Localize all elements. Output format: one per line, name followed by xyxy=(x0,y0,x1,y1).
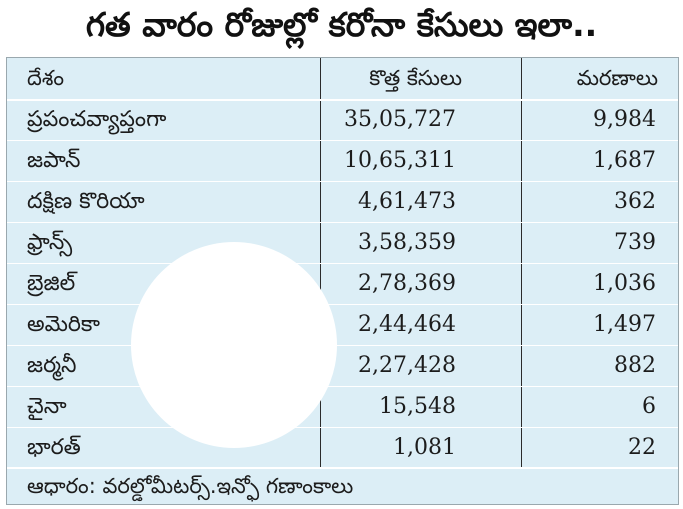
new-cases-cell: 15,548 xyxy=(379,394,456,419)
deaths-cell: 882 xyxy=(614,353,656,378)
deaths-cell: 22 xyxy=(628,435,656,460)
new-cases-cell: 4,61,473 xyxy=(358,189,456,214)
column-separator xyxy=(521,58,522,467)
cases-table: దేశం కొత్త కేసులు మరణాలు ప్రపంచవ్యాప్తంగ… xyxy=(6,57,679,505)
header-deaths: మరణాలు xyxy=(576,66,658,90)
country-cell: జపాన్ xyxy=(27,148,81,173)
new-cases-cell: 2,44,464 xyxy=(358,312,456,337)
country-cell: జర్మనీ xyxy=(27,353,77,378)
deaths-cell: 1,497 xyxy=(593,312,656,337)
country-cell: ప్రపంచవ్యాప్తంగా xyxy=(27,107,167,132)
source-note: ఆధారం: వరల్డోమీటర్స్.ఇన్ఫో గణాంకాలు xyxy=(27,474,354,498)
header-new-cases: కొత్త కేసులు xyxy=(369,66,462,90)
country-cell: బ్రెజిల్ xyxy=(27,271,76,296)
country-cell: ఫ్రాన్స్ xyxy=(27,230,73,255)
deaths-cell: 9,984 xyxy=(593,107,656,132)
page-title: గత వారం రోజుల్లో కరోనా కేసులు ఇలా.. xyxy=(85,4,598,44)
deaths-cell: 6 xyxy=(642,394,656,419)
table-row: దక్షిణ కొరియా 4,61,473 362 xyxy=(7,181,678,223)
table-row: జర్మనీ 2,27,428 882 xyxy=(7,345,678,387)
header-country: దేశం xyxy=(27,66,65,90)
column-separator xyxy=(320,58,321,467)
new-cases-cell: 3,58,359 xyxy=(358,230,456,255)
country-cell: దక్షిణ కొరియా xyxy=(27,189,145,214)
table-row: అమెరికా 2,44,464 1,497 xyxy=(7,304,678,346)
new-cases-cell: 2,27,428 xyxy=(358,353,456,378)
table-header-row: దేశం కొత్త కేసులు మరణాలు xyxy=(7,58,678,101)
new-cases-cell: 10,65,311 xyxy=(344,148,456,173)
deaths-cell: 1,036 xyxy=(593,271,656,296)
white-circle-overlay xyxy=(131,242,337,448)
new-cases-cell: 2,78,369 xyxy=(358,271,456,296)
table-row: ప్రపంచవ్యాప్తంగా 35,05,727 9,984 xyxy=(7,99,678,141)
table-row: భారత్ 1,081 22 xyxy=(7,427,678,469)
table-row: చైనా 15,548 6 xyxy=(7,386,678,428)
deaths-cell: 1,687 xyxy=(593,148,656,173)
deaths-cell: 739 xyxy=(614,230,656,255)
table-row: ఫ్రాన్స్ 3,58,359 739 xyxy=(7,222,678,264)
table-row: జపాన్ 10,65,311 1,687 xyxy=(7,140,678,182)
deaths-cell: 362 xyxy=(614,189,656,214)
new-cases-cell: 1,081 xyxy=(393,435,456,460)
source-footer: ఆధారం: వరల్డోమీటర్స్.ఇన్ఫో గణాంకాలు xyxy=(7,467,678,504)
country-cell: చైనా xyxy=(27,394,67,419)
country-cell: భారత్ xyxy=(27,435,81,460)
new-cases-cell: 35,05,727 xyxy=(344,107,456,132)
country-cell: అమెరికా xyxy=(27,312,100,337)
table-row: బ్రెజిల్ 2,78,369 1,036 xyxy=(7,263,678,305)
